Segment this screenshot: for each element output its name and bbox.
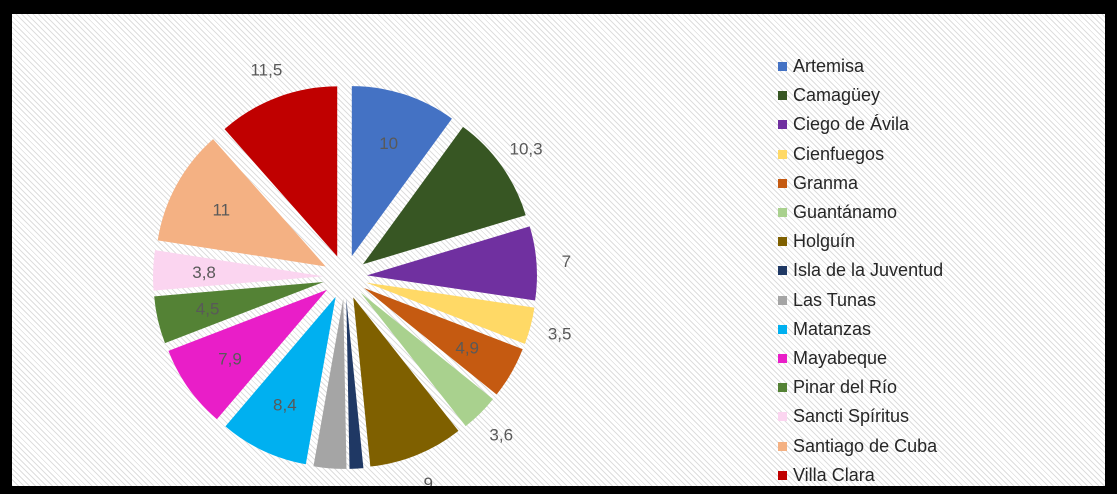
data-label-12: 4,5 <box>196 300 220 319</box>
legend-swatch <box>778 324 787 334</box>
pie-slice-9 <box>313 298 347 469</box>
legend-swatch <box>778 62 787 72</box>
legend-item-13: Sancti Spíritus <box>778 402 943 431</box>
data-label-13: 3,8 <box>192 263 216 282</box>
legend-label: Pinar del Río <box>793 377 898 398</box>
legend-label: Santiago de Cuba <box>793 435 938 456</box>
legend-item-10: Matanzas <box>778 315 943 344</box>
legend-item-15: Villa Clara <box>778 461 943 486</box>
pie-slice-2 <box>362 126 526 265</box>
legend-item-5: Granma <box>778 169 943 198</box>
legend-item-8: Isla de la Juventud <box>778 256 943 285</box>
pie-slice-11 <box>168 289 328 420</box>
pie-slice-1 <box>351 86 452 257</box>
data-label-10: 8,4 <box>273 396 297 415</box>
legend-swatch <box>778 120 787 130</box>
data-label-6: 3,6 <box>489 426 513 445</box>
pie-slice-15 <box>224 86 338 257</box>
legend-item-7: Holguín <box>778 227 943 256</box>
legend-label: Las Tunas <box>793 289 877 310</box>
legend-swatch <box>778 237 787 247</box>
legend-label: Granma <box>793 172 859 193</box>
pie-slice-7 <box>353 297 459 467</box>
legend-swatch <box>778 91 787 101</box>
legend-swatch <box>778 178 787 188</box>
pie-slice-8 <box>346 298 364 469</box>
data-label-15: 11,5 <box>250 60 282 79</box>
legend-label: Artemisa <box>793 56 865 77</box>
legend-swatch <box>778 149 787 159</box>
data-label-11: 7,9 <box>218 350 242 369</box>
legend-label: Holguín <box>793 231 856 252</box>
legend-item-11: Mayabeque <box>778 344 943 373</box>
legend-label: Guantánamo <box>793 202 898 223</box>
legend-item-6: Guantánamo <box>778 198 943 227</box>
legend-swatch <box>778 412 787 422</box>
legend-item-4: Cienfuegos <box>778 140 943 169</box>
data-label-5: 4,9 <box>455 338 479 357</box>
legend-item-14: Santiago de Cuba <box>778 431 943 460</box>
data-label-4: 3,5 <box>548 325 572 344</box>
pie-slice-14 <box>157 139 326 267</box>
legend-label: Camagüey <box>793 85 881 106</box>
pie-slice-6 <box>360 292 494 427</box>
pie-chart: 1010,373,54,93,691,33,18,47,94,53,81111,… <box>153 60 572 486</box>
data-label-1: 10 <box>379 134 398 153</box>
legend: Artemisa Camagüey Ciego de Ávila Cienfuegos… <box>778 52 943 486</box>
legend-swatch <box>778 295 787 305</box>
legend-item-3: Ciego de Ávila <box>778 110 943 139</box>
data-label-14: 11 <box>212 200 230 219</box>
legend-label: Sancti Spíritus <box>793 406 910 427</box>
legend-label: Ciego de Ávila <box>793 114 910 135</box>
legend-item-1: Artemisa <box>778 52 943 81</box>
data-label-2: 10,3 <box>510 140 543 159</box>
pie-slice-4 <box>366 282 535 344</box>
pie-slice-10 <box>225 296 336 465</box>
legend-label: Matanzas <box>793 318 872 339</box>
pie-slice-3 <box>366 226 537 301</box>
data-label-7: 9 <box>423 474 432 486</box>
legend-swatch <box>778 470 787 480</box>
legend-swatch <box>778 441 787 451</box>
legend-swatch <box>778 383 787 393</box>
pie-slice-5 <box>364 287 523 395</box>
chart-area: 1010,373,54,93,691,33,18,47,94,53,81111,… <box>12 14 1105 486</box>
pie-slice-13 <box>153 250 324 291</box>
legend-label: Isla de la Juventud <box>793 260 944 281</box>
legend-item-9: Las Tunas <box>778 286 943 315</box>
legend-swatch <box>778 266 787 276</box>
data-label-3: 7 <box>562 252 571 271</box>
legend-swatch <box>778 353 787 363</box>
legend-label: Cienfuegos <box>793 143 885 164</box>
legend-swatch <box>778 208 787 218</box>
legend-label: Mayabeque <box>793 347 888 368</box>
legend-item-12: Pinar del Río <box>778 373 943 402</box>
legend-label: Villa Clara <box>793 464 875 485</box>
legend-item-2: Camagüey <box>778 81 943 110</box>
pie-slice-12 <box>154 281 324 344</box>
